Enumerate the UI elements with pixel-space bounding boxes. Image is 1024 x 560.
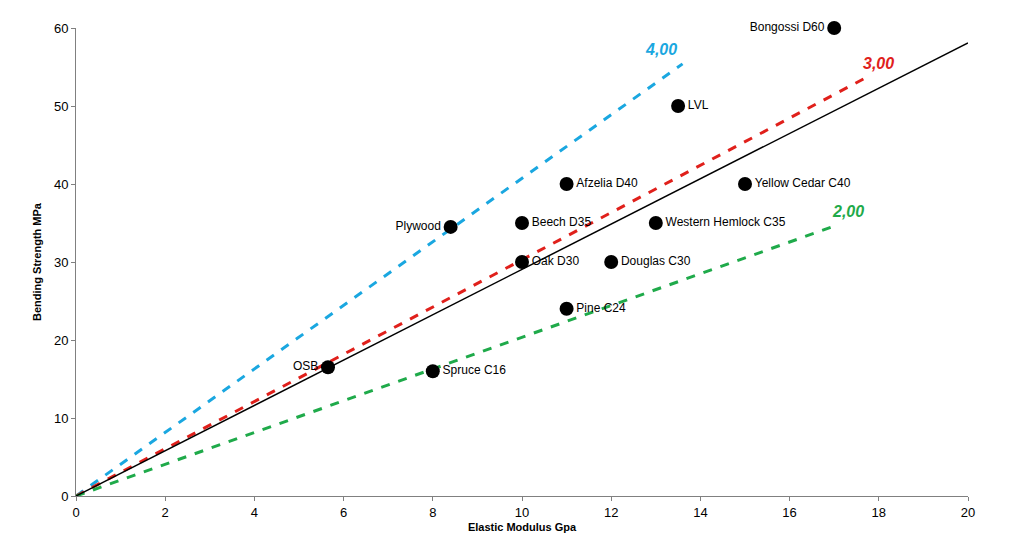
svg-text:14: 14 bbox=[693, 505, 707, 520]
svg-text:Oak D30: Oak D30 bbox=[532, 254, 580, 268]
svg-text:0: 0 bbox=[61, 489, 68, 504]
svg-text:8: 8 bbox=[429, 505, 436, 520]
svg-text:12: 12 bbox=[604, 505, 618, 520]
svg-text:Elastic Modulus Gpa: Elastic Modulus Gpa bbox=[468, 521, 577, 533]
svg-text:10: 10 bbox=[515, 505, 529, 520]
svg-text:Bending Strength MPa: Bending Strength MPa bbox=[31, 202, 43, 321]
svg-text:Beech D35: Beech D35 bbox=[532, 215, 592, 229]
svg-text:40: 40 bbox=[54, 177, 68, 192]
svg-text:Bongossi D60: Bongossi D60 bbox=[750, 20, 825, 34]
svg-text:4,00: 4,00 bbox=[645, 41, 677, 58]
svg-text:LVL: LVL bbox=[688, 98, 709, 112]
svg-text:Western Hemlock C35: Western Hemlock C35 bbox=[666, 215, 786, 229]
svg-text:OSB: OSB bbox=[293, 359, 318, 373]
svg-text:0: 0 bbox=[72, 505, 79, 520]
svg-text:20: 20 bbox=[54, 333, 68, 348]
svg-text:50: 50 bbox=[54, 99, 68, 114]
svg-text:2: 2 bbox=[162, 505, 169, 520]
svg-text:Douglas C30: Douglas C30 bbox=[621, 254, 691, 268]
svg-text:Spruce C16: Spruce C16 bbox=[443, 363, 507, 377]
svg-text:3,00: 3,00 bbox=[863, 55, 894, 72]
svg-text:20: 20 bbox=[961, 505, 975, 520]
svg-text:4: 4 bbox=[251, 505, 258, 520]
svg-text:Yellow Cedar C40: Yellow Cedar C40 bbox=[755, 176, 851, 190]
svg-text:Plywood: Plywood bbox=[396, 219, 441, 233]
svg-text:30: 30 bbox=[54, 255, 68, 270]
svg-text:16: 16 bbox=[782, 505, 796, 520]
svg-text:18: 18 bbox=[872, 505, 886, 520]
svg-text:6: 6 bbox=[340, 505, 347, 520]
svg-text:Pine C24: Pine C24 bbox=[576, 301, 626, 315]
svg-text:2,00: 2,00 bbox=[832, 203, 864, 220]
svg-text:Afzelia D40: Afzelia D40 bbox=[576, 176, 638, 190]
svg-text:10: 10 bbox=[54, 411, 68, 426]
svg-text:60: 60 bbox=[54, 21, 68, 36]
